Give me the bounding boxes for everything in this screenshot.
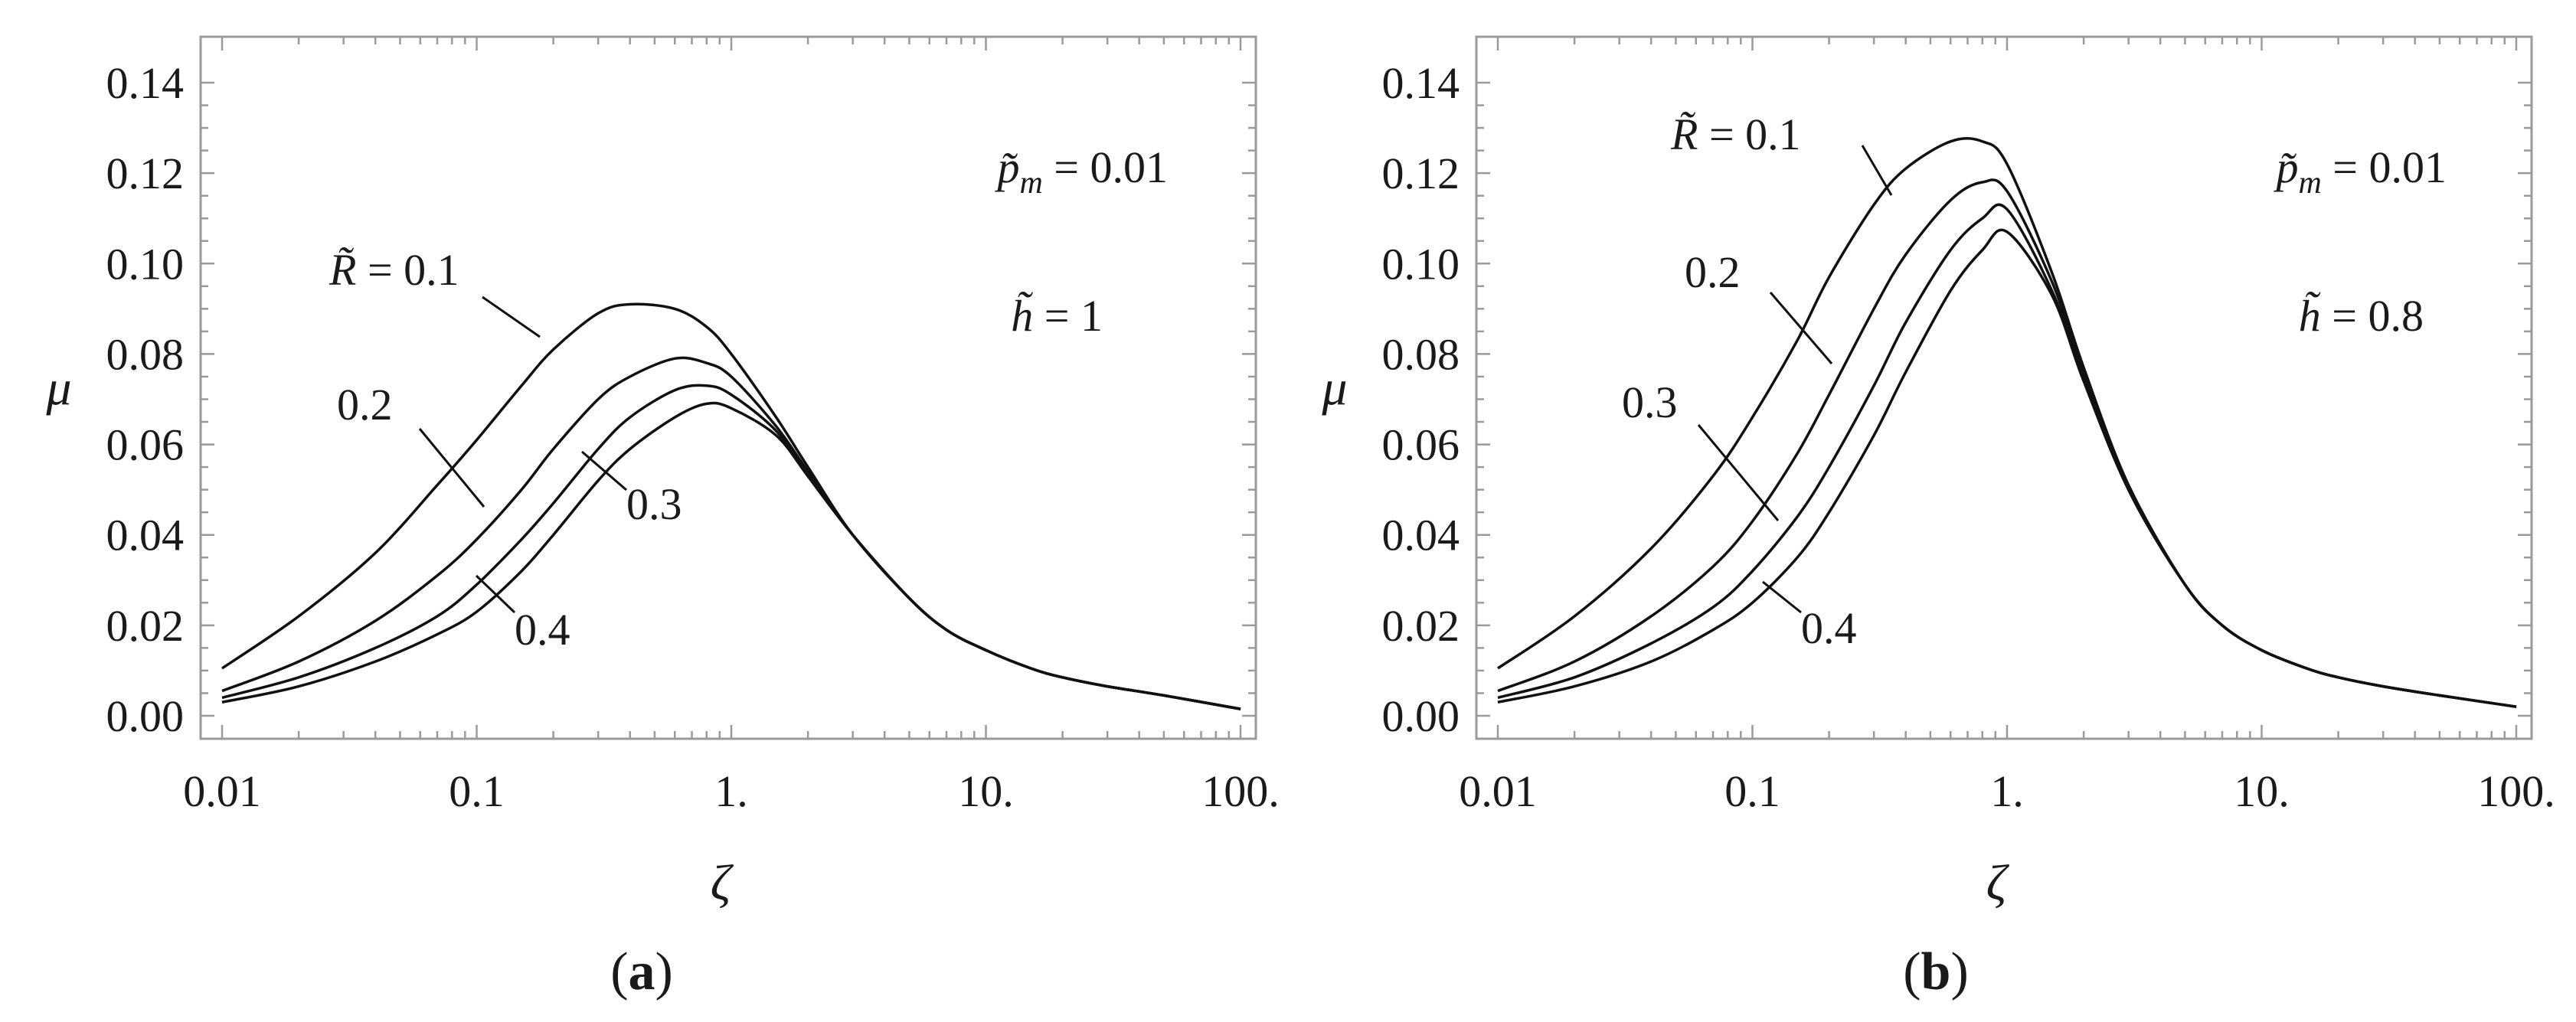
y-tick-label: 0.12 xyxy=(1382,149,1460,198)
series-label-1-symbol: R̃ xyxy=(329,245,356,295)
panel-label-close: ) xyxy=(1950,942,1968,1001)
series-line-4 xyxy=(221,401,1241,710)
y-tick-label: 0.14 xyxy=(1382,58,1460,108)
series-label-2: 0.2 xyxy=(1685,247,1741,297)
y-tick-label: 0.14 xyxy=(106,58,185,108)
leader-line-1 xyxy=(1861,145,1893,196)
panel-b: 0.01 0.1 1. 10. 100. 0.00 0.02 0.04 0.06 0.08 0.10… xyxy=(1321,35,2555,1001)
series-label-1: R̃ = 0.1 xyxy=(329,245,459,295)
parameter-label-1: p̃m = 0.01 xyxy=(994,142,1168,201)
parameter-label-1: p̃m = 0.01 xyxy=(2273,142,2447,201)
leader-line-2 xyxy=(418,428,485,508)
y-tick-label: 0.00 xyxy=(1382,691,1460,741)
panel-label: (a) xyxy=(610,942,673,1001)
series-line-4 xyxy=(1497,228,2517,708)
parameter-label-1-subscript: m xyxy=(1019,165,1042,201)
series-line-2 xyxy=(1497,178,2517,708)
x-tick-label: 1. xyxy=(714,766,748,816)
x-tick-label: 10. xyxy=(958,766,1014,816)
series-label-3: 0.3 xyxy=(1622,377,1678,427)
leader-line-2 xyxy=(1769,292,1833,364)
y-tick-label: 0.02 xyxy=(1382,601,1460,651)
y-tick-label: 0.06 xyxy=(1382,420,1460,470)
y-tick-label: 0.04 xyxy=(106,511,185,560)
leader-line-3 xyxy=(1697,424,1780,521)
y-tick-label: 0.00 xyxy=(106,691,185,741)
parameter-label-2: h̃ = 0.8 xyxy=(2299,291,2424,341)
parameter-label-2-value: = 0.8 xyxy=(2321,291,2424,341)
y-tick-label: 0.06 xyxy=(106,420,185,470)
plot-frame xyxy=(199,35,1257,740)
series-label-4: 0.4 xyxy=(1801,603,1857,653)
leader-line-4 xyxy=(475,574,516,614)
parameter-label-2-value: = 1 xyxy=(1033,291,1103,341)
panel-label-open: ( xyxy=(610,942,628,1001)
parameter-label-1-value: = 0.01 xyxy=(2322,142,2447,192)
parameter-label-1-subscript: m xyxy=(2298,165,2321,201)
leader-line-1 xyxy=(482,295,541,338)
panel-label: (b) xyxy=(1903,942,1969,1001)
leader-line-4 xyxy=(1762,580,1802,614)
x-tick-label: 1. xyxy=(1990,766,2024,816)
series-label-1-value: = 0.1 xyxy=(1698,109,1800,159)
parameter-label-1-value: = 0.01 xyxy=(1043,142,1168,192)
y-tick-label: 0.02 xyxy=(106,601,185,651)
series-label-1-symbol: R̃ xyxy=(1670,109,1698,159)
series-label-3: 0.3 xyxy=(626,479,682,529)
parameter-label-2-symbol: h̃ xyxy=(2299,291,2321,341)
x-tick-label: 0.01 xyxy=(183,766,261,816)
parameter-label-1-symbol: p̃ xyxy=(994,142,1019,192)
series-line-3 xyxy=(1497,203,2517,708)
y-tick-label: 0.08 xyxy=(1382,329,1460,379)
panel-label-letter: b xyxy=(1921,942,1951,1001)
panel-a: 0.01 0.1 1. 10. 100. 0.00 0.02 0.04 0.06 0.08 0.10… xyxy=(45,35,1280,1001)
series-label-2: 0.2 xyxy=(337,380,393,429)
plot-frame xyxy=(1475,35,2533,740)
x-tick-label: 0.01 xyxy=(1459,766,1537,816)
panel-label-letter: a xyxy=(629,942,655,1001)
panel-label-close: ) xyxy=(655,942,673,1001)
x-tick-label: 0.1 xyxy=(449,766,505,816)
y-axis-label: μ xyxy=(45,361,71,416)
x-axis-label: ζ xyxy=(1986,855,2010,911)
y-tick-label: 0.08 xyxy=(106,329,185,379)
panel-label-open: ( xyxy=(1903,942,1921,1001)
series-label-1-value: = 0.1 xyxy=(356,245,459,295)
y-tick-label: 0.04 xyxy=(1382,511,1460,560)
leader-line-3 xyxy=(581,450,627,491)
y-axis-label: μ xyxy=(1321,361,1347,416)
x-tick-label: 0.1 xyxy=(1724,766,1780,816)
parameter-label-2-symbol: h̃ xyxy=(1011,291,1033,341)
x-tick-label: 10. xyxy=(2234,766,2290,816)
series-label-1: R̃ = 0.1 xyxy=(1670,109,1801,159)
x-tick-label: 100. xyxy=(1201,766,1280,816)
parameter-label-2: h̃ = 1 xyxy=(1011,291,1103,341)
y-tick-label: 0.10 xyxy=(1382,239,1460,289)
parameter-label-1-symbol: p̃ xyxy=(2273,142,2298,192)
x-tick-label: 100. xyxy=(2477,766,2555,816)
y-tick-label: 0.10 xyxy=(106,239,185,289)
series-label-4: 0.4 xyxy=(515,605,570,655)
y-tick-label: 0.12 xyxy=(106,149,185,198)
x-axis-label: ζ xyxy=(711,855,734,911)
